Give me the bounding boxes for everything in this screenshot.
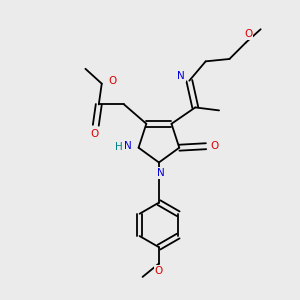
Text: O: O bbox=[108, 76, 116, 86]
Text: H: H bbox=[116, 142, 123, 152]
Text: N: N bbox=[124, 141, 132, 151]
Text: N: N bbox=[177, 71, 185, 81]
Text: O: O bbox=[155, 266, 163, 276]
Text: N: N bbox=[157, 168, 164, 178]
Text: O: O bbox=[90, 129, 98, 139]
Text: O: O bbox=[210, 141, 218, 151]
Text: O: O bbox=[244, 29, 252, 39]
